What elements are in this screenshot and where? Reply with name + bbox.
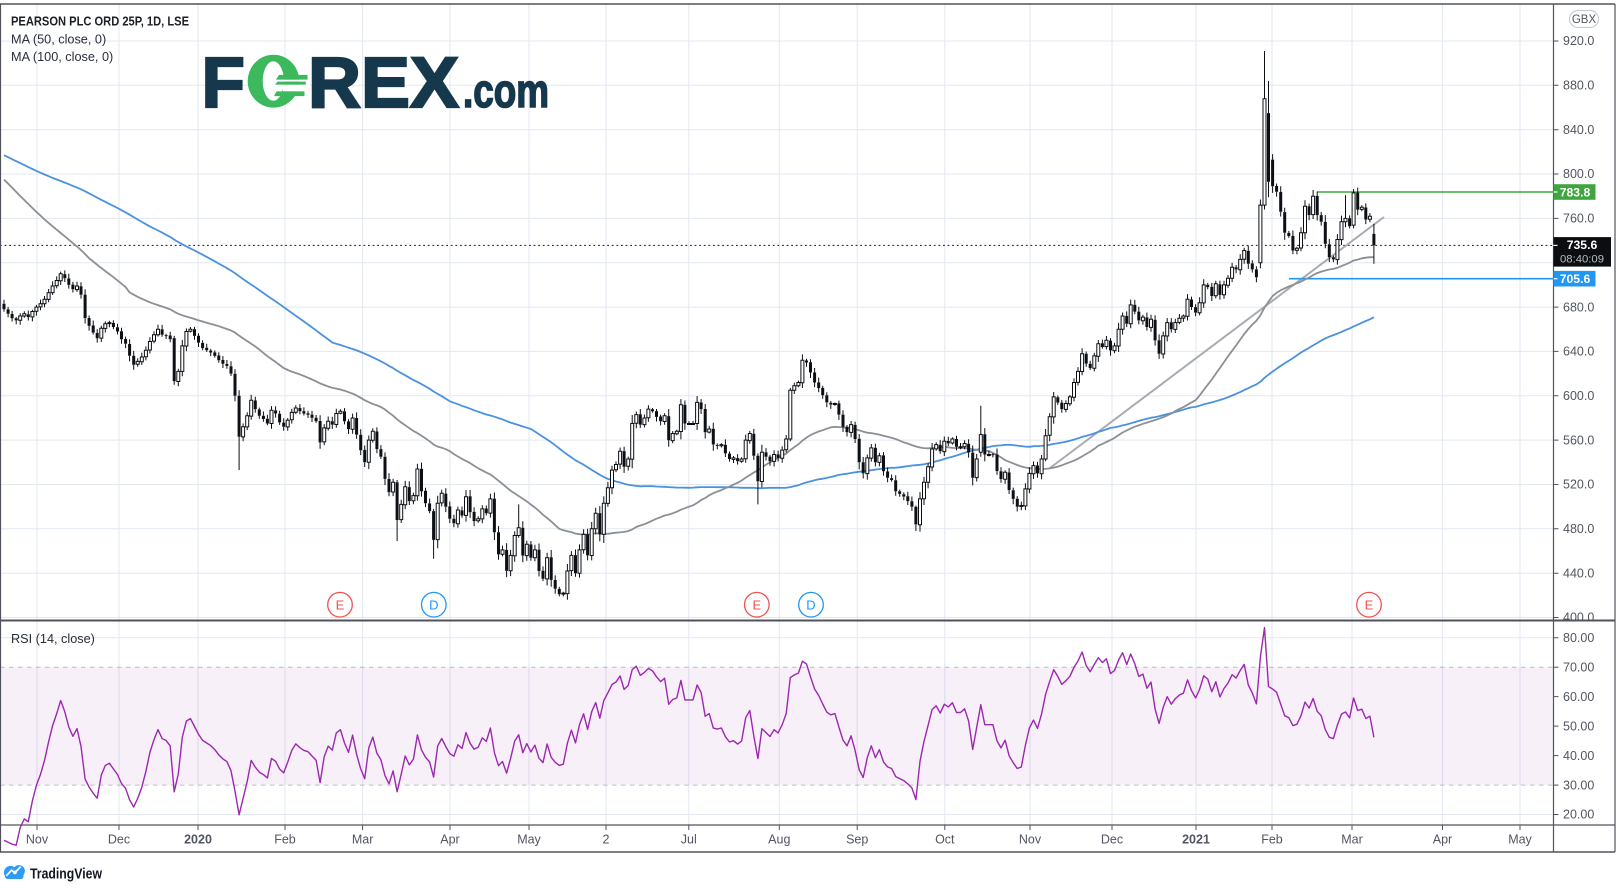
svg-text:Feb: Feb [1261, 833, 1283, 847]
svg-text:Sep: Sep [846, 833, 868, 847]
svg-text:E: E [752, 597, 761, 612]
svg-text:920.0: 920.0 [1563, 34, 1594, 48]
svg-text:May: May [1508, 833, 1532, 847]
svg-text:Apr: Apr [440, 833, 459, 847]
svg-text:MA (50, close, 0): MA (50, close, 0) [11, 33, 106, 47]
svg-text:Mar: Mar [352, 833, 374, 847]
svg-text:F: F [202, 44, 245, 123]
svg-text:Nov: Nov [1019, 833, 1042, 847]
svg-text:Nov: Nov [26, 833, 49, 847]
svg-text:70.00: 70.00 [1563, 660, 1594, 674]
svg-text:840.0: 840.0 [1563, 123, 1594, 137]
svg-text:2: 2 [603, 833, 610, 847]
svg-text:.com: .com [463, 64, 549, 117]
svg-text:Dec: Dec [1101, 833, 1123, 847]
svg-text:MA (100, close, 0): MA (100, close, 0) [11, 50, 113, 64]
svg-text:Aug: Aug [768, 833, 790, 847]
svg-text:480.0: 480.0 [1563, 522, 1594, 536]
svg-text:Apr: Apr [1433, 833, 1452, 847]
svg-text:2020: 2020 [184, 833, 212, 847]
svg-text:680.0: 680.0 [1563, 300, 1594, 314]
svg-text:Oct: Oct [935, 833, 955, 847]
svg-text:783.8: 783.8 [1560, 185, 1591, 199]
svg-text:08:40:09: 08:40:09 [1560, 254, 1604, 266]
svg-text:Jul: Jul [681, 833, 697, 847]
svg-text:760.0: 760.0 [1563, 212, 1594, 226]
svg-text:705.6: 705.6 [1560, 272, 1591, 286]
svg-text:E: E [336, 597, 345, 612]
svg-text:Mar: Mar [1341, 833, 1363, 847]
svg-text:880.0: 880.0 [1563, 79, 1594, 93]
svg-text:GBX: GBX [1572, 14, 1597, 26]
svg-text:800.0: 800.0 [1563, 167, 1594, 181]
svg-text:Feb: Feb [274, 833, 296, 847]
svg-text:30.00: 30.00 [1563, 778, 1594, 792]
svg-text:PEARSON PLC ORD 25P, 1D, LSE: PEARSON PLC ORD 25P, 1D, LSE [11, 14, 189, 29]
svg-text:440.0: 440.0 [1563, 566, 1594, 580]
svg-text:600.0: 600.0 [1563, 389, 1594, 403]
svg-text:20.00: 20.00 [1563, 808, 1594, 822]
svg-text:50.00: 50.00 [1563, 719, 1594, 733]
svg-text:2021: 2021 [1182, 833, 1210, 847]
svg-text:80.00: 80.00 [1563, 631, 1594, 645]
svg-text:735.6: 735.6 [1567, 238, 1598, 252]
svg-text:May: May [517, 833, 541, 847]
svg-text:E: E [1365, 597, 1374, 612]
svg-text:400.0: 400.0 [1563, 611, 1594, 625]
svg-text:640.0: 640.0 [1563, 345, 1594, 359]
svg-text:REX: REX [308, 44, 459, 123]
svg-text:560.0: 560.0 [1563, 433, 1594, 447]
svg-text:D: D [806, 597, 815, 612]
svg-text:RSI (14, close): RSI (14, close) [11, 632, 95, 646]
svg-text:40.00: 40.00 [1563, 749, 1594, 763]
svg-text:Dec: Dec [108, 833, 130, 847]
svg-text:TradingView: TradingView [30, 867, 103, 883]
svg-text:D: D [429, 597, 438, 612]
svg-text:520.0: 520.0 [1563, 478, 1594, 492]
svg-text:60.00: 60.00 [1563, 690, 1594, 704]
